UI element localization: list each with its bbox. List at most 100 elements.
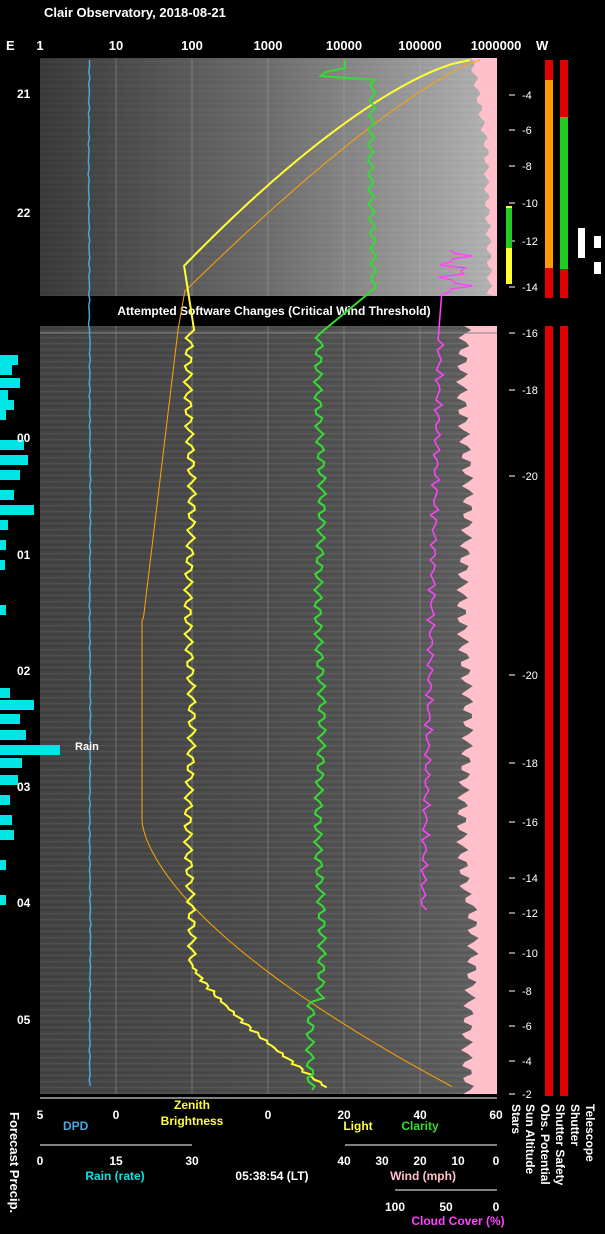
top-tick-label: 10 (109, 38, 123, 53)
sun-altitude-tick-label: -4 (522, 1056, 532, 1068)
top-axis-ticks: 1 10 100 1000 10000 100000 1000000 (36, 38, 521, 53)
precip-bar (0, 688, 10, 698)
row1-tick-label: 40 (413, 1108, 427, 1122)
right-vertical-label: Shutter Safety (553, 1104, 567, 1186)
top-tick-label: 100 (181, 38, 203, 53)
sun-altitude-tick-label: -6 (522, 1021, 532, 1033)
wind-tick-label: 30 (375, 1154, 389, 1168)
east-label: E (6, 38, 15, 53)
sun-altitude-tick-label: -10 (522, 948, 538, 960)
time-tick-label: 02 (17, 664, 31, 678)
right-vertical-label: Stars (509, 1104, 523, 1134)
grid-lines (115, 58, 421, 1094)
time-tick-label: 22 (17, 206, 31, 220)
top-tick-label: 10000 (326, 38, 362, 53)
precip-bar (0, 795, 10, 805)
rain-tick-label: 30 (185, 1154, 199, 1168)
sun-altitude-tick-label: -12 (522, 236, 538, 248)
cloud-cover-area (456, 58, 497, 1094)
clarity-series-line (304, 60, 378, 1091)
precip-bar (0, 365, 12, 375)
sun-altitude-tick-label: -16 (522, 817, 538, 829)
precip-bar (0, 400, 14, 410)
telescope-icon-right-b (594, 262, 601, 274)
precip-bar (0, 758, 22, 768)
zenith-brightness-series-line (182, 59, 471, 1089)
precip-bar (0, 745, 60, 755)
sun-altitude-tick-label: -4 (522, 90, 532, 102)
shutter-safety-bar-green (560, 117, 568, 269)
time-axis-ticks: 21 22 00 01 02 03 04 05 (17, 87, 31, 1027)
time-tick-label: 01 (17, 548, 31, 562)
right-vertical-labels: Stars Sun Altitude Obs. Potential Shutter S… (509, 1104, 597, 1186)
precip-bar (0, 775, 18, 785)
wind-tick-label: 10 (451, 1154, 465, 1168)
precip-bar (0, 505, 34, 515)
right-vertical-label: Shutter (568, 1104, 582, 1146)
precip-bar (0, 895, 6, 905)
forecast-precip-label: Forecast Precip. (7, 1112, 22, 1213)
precip-bar (0, 378, 20, 388)
precip-bar (0, 520, 8, 530)
precip-bar (0, 830, 14, 840)
precip-bar (0, 730, 26, 740)
precip-bar (0, 700, 34, 710)
sun-altitude-tick-label: -18 (522, 385, 538, 397)
wind-tick-label: 0 (493, 1154, 500, 1168)
rain-rate-label: Rain (rate) (85, 1169, 144, 1183)
cloud-cover-ticks: 100 50 0 (385, 1200, 500, 1214)
precip-bar (0, 390, 8, 400)
time-tick-label: 05 (17, 1013, 31, 1027)
status-bars (545, 60, 568, 1096)
cloud-tick-label: 50 (439, 1200, 453, 1214)
time-tick-label: 04 (17, 896, 31, 910)
sun-altitude-tick-label: -8 (522, 161, 532, 173)
top-tick-label: 100000 (398, 38, 441, 53)
right-vertical-label: Obs. Potential (538, 1104, 552, 1185)
obs-potential-bar-bottom (545, 326, 553, 1096)
precip-bar (0, 714, 20, 724)
precip-bar (0, 470, 20, 480)
cloud-tick-label: 0 (493, 1200, 500, 1214)
sun-altitude-tick-label: -14 (522, 873, 538, 885)
row1-tick-label: 20 (337, 1108, 351, 1122)
sun-altitude-tick-label: -6 (522, 125, 532, 137)
rain-label: Rain (75, 741, 99, 753)
sun-altitude-tick-label: -20 (522, 670, 538, 682)
row1-tick-label: 0 (265, 1108, 272, 1122)
zenith-label-2: Brightness (161, 1114, 224, 1128)
precip-bar (0, 560, 5, 570)
precip-bar (0, 540, 6, 550)
clarity-label: Clarity (401, 1119, 439, 1133)
obs-potential-bar-orange (545, 80, 553, 268)
sun-altitude-tick-label: -10 (522, 198, 538, 210)
right-vertical-label: Sun Altitude (523, 1104, 537, 1175)
forecast-precip-bars (0, 355, 60, 905)
sun-altitude-tick-label: -20 (522, 471, 538, 483)
precip-bar (0, 605, 6, 615)
time-readout: 05:38:54 (LT) (235, 1169, 308, 1183)
row1-tick-label: 0 (113, 1108, 120, 1122)
cloud-label: Cloud Cover (%) (411, 1214, 504, 1228)
bottom-scales (40, 1097, 497, 1191)
precip-bar (0, 490, 14, 500)
telescope-icon-left (578, 228, 585, 258)
top-tick-label: 1000 (254, 38, 283, 53)
light-label: Light (343, 1119, 372, 1133)
right-vertical-label: Telescope (583, 1104, 597, 1162)
sky-streaks-top (40, 58, 497, 296)
wind-series-line (420, 249, 473, 911)
sky-brightness-series-line (141, 59, 481, 1088)
west-label: W (536, 38, 549, 53)
sun-altitude-tick-label: -14 (522, 282, 538, 294)
zenith-label-1: Zenith (174, 1098, 210, 1112)
wind-tick-label: 40 (337, 1154, 351, 1168)
shutter-safety-bar-bottom (560, 326, 568, 1096)
row1-tick-label: 5 (37, 1108, 44, 1122)
time-tick-label: 03 (17, 780, 31, 794)
dpd-label: DPD (63, 1119, 89, 1133)
precip-bar (0, 440, 24, 450)
banner-box (40, 296, 497, 326)
top-tick-label: 1000000 (471, 38, 522, 53)
